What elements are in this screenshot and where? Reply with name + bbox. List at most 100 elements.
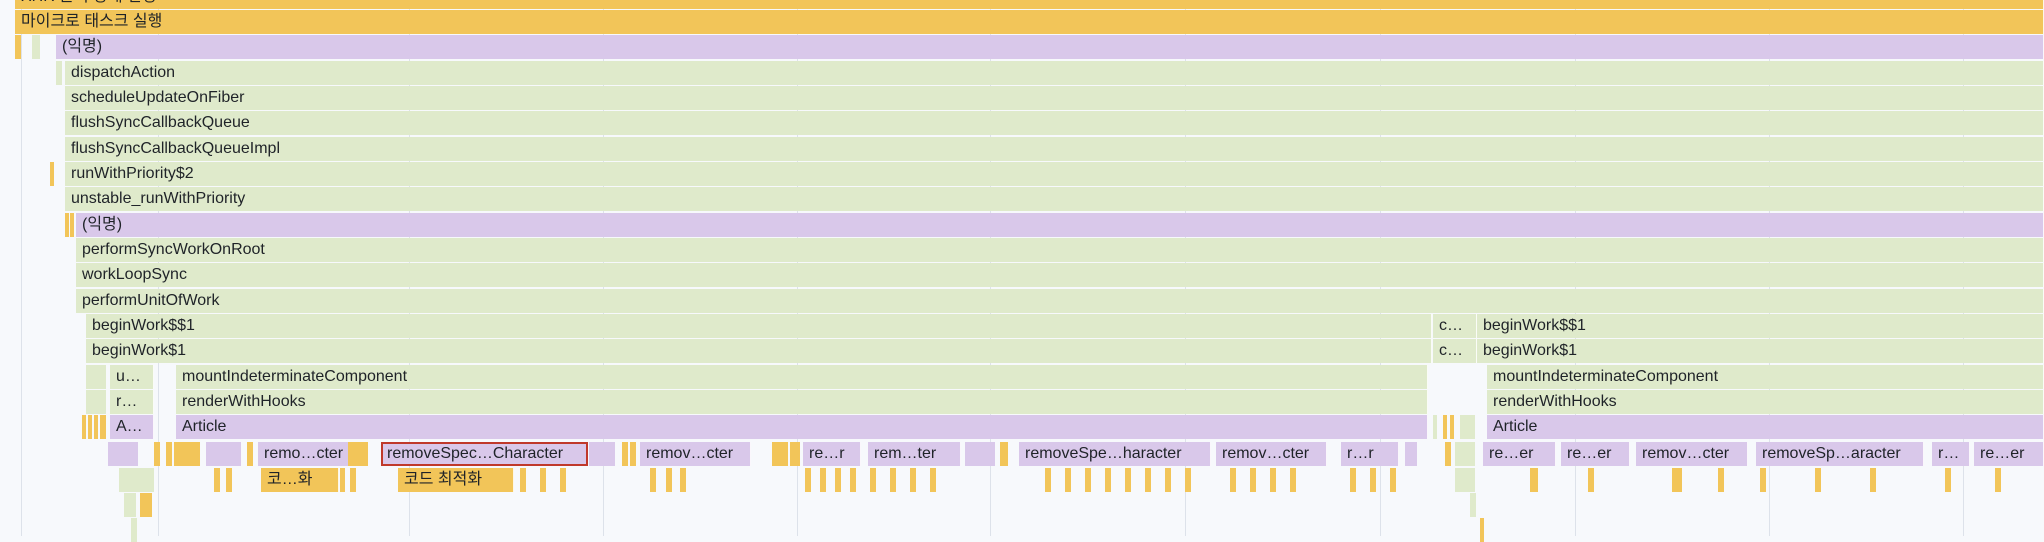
flame-sliver[interactable]	[70, 213, 74, 237]
flame-sliver[interactable]	[680, 468, 686, 492]
flame-sliver[interactable]	[930, 468, 936, 492]
frame-r-trunc[interactable]: r…	[110, 390, 154, 414]
frame-remove-spe-haracter[interactable]: removeSpe…haracter	[1019, 442, 1211, 466]
frame-render-with-hooks[interactable]: renderWithHooks	[176, 390, 1428, 414]
frame-render-with-hooks-2[interactable]: renderWithHooks	[1487, 390, 2044, 414]
flame-sliver[interactable]	[1470, 493, 1476, 517]
frame-begin-work-dd-2[interactable]: beginWork$$1	[1477, 314, 2044, 338]
flame-sliver[interactable]	[630, 442, 636, 466]
frame-microtask[interactable]: 마이크로 태스크 실행	[15, 10, 2044, 34]
flame-sliver[interactable]	[540, 468, 546, 492]
flame-sliver[interactable]	[1870, 468, 1876, 492]
frame-re-er[interactable]: re…er	[1483, 442, 1556, 466]
flame-sliver[interactable]	[910, 468, 916, 492]
flame-sliver[interactable]	[226, 468, 232, 492]
frame-begin-work-dd[interactable]: beginWork$$1	[86, 314, 1432, 338]
flame-sliver[interactable]	[790, 442, 800, 466]
flame-sliver[interactable]	[1945, 468, 1951, 492]
frame-article-2[interactable]: Article	[1487, 415, 2044, 439]
flame-sliver[interactable]	[88, 415, 92, 439]
flame-sliver[interactable]	[1390, 468, 1396, 492]
frame-flush-sync-queue[interactable]: flushSyncCallbackQueue	[65, 111, 2044, 135]
flame-sliver[interactable]	[1350, 468, 1356, 492]
flame-sliver[interactable]	[1105, 468, 1111, 492]
flame-sliver[interactable]	[820, 468, 826, 492]
flame-sliver[interactable]	[1445, 442, 1451, 466]
flame-sliver[interactable]	[119, 468, 154, 492]
flame-sliver[interactable]	[850, 468, 856, 492]
flame-sliver[interactable]	[1000, 442, 1008, 466]
flame-sliver[interactable]	[65, 213, 69, 237]
frame-begin-work-1-2[interactable]: beginWork$1	[1477, 339, 2044, 363]
frame-code-opt[interactable]: 코드 최적화	[398, 468, 514, 492]
flame-sliver[interactable]	[772, 442, 788, 466]
flame-sliver[interactable]	[206, 442, 241, 466]
frame-perform-sync-work[interactable]: performSyncWorkOnRoot	[76, 238, 2044, 262]
flame-sliver[interactable]	[870, 468, 876, 492]
frame-code-wha[interactable]: 코…화	[261, 468, 339, 492]
frame-re-er-3[interactable]: re…er	[1974, 442, 2044, 466]
flame-sliver[interactable]	[1672, 468, 1682, 492]
frame-mount-indeterminate[interactable]: mountIndeterminateComponent	[176, 365, 1428, 389]
flame-sliver[interactable]	[1125, 468, 1131, 492]
flame-sliver[interactable]	[50, 162, 54, 186]
flame-sliver[interactable]	[1455, 442, 1475, 466]
frame-re-r[interactable]: re…r	[803, 442, 861, 466]
flame-sliver[interactable]	[1433, 415, 1437, 439]
flame-sliver[interactable]	[94, 415, 98, 439]
frame-u-trunc[interactable]: u…	[110, 365, 154, 389]
flame-sliver[interactable]	[100, 415, 106, 439]
frame-anonymous[interactable]: (익명)	[56, 35, 2044, 59]
flame-sliver[interactable]	[520, 468, 526, 492]
flame-sliver[interactable]	[622, 442, 628, 466]
flame-sliver[interactable]	[1995, 468, 2001, 492]
frame-remov-cter-2[interactable]: remov…cter	[1216, 442, 1327, 466]
flame-sliver[interactable]	[1370, 468, 1376, 492]
flame-sliver[interactable]	[214, 468, 220, 492]
flame-sliver[interactable]	[86, 390, 106, 414]
frame-flush-sync-queue-impl[interactable]: flushSyncCallbackQueueImpl	[65, 137, 2044, 161]
flame-sliver[interactable]	[560, 468, 566, 492]
flame-sliver[interactable]	[56, 61, 62, 85]
frame-rem-ter[interactable]: rem…ter	[868, 442, 961, 466]
frame-a-trunc[interactable]: A…	[110, 415, 154, 439]
frame-r-dots[interactable]: r…	[1932, 442, 1970, 466]
flame-sliver[interactable]	[589, 442, 615, 466]
flame-sliver[interactable]	[86, 365, 106, 389]
frame-anonymous-2[interactable]: (익명)	[76, 213, 2044, 237]
flame-sliver[interactable]	[15, 35, 21, 59]
flame-sliver[interactable]	[1588, 468, 1594, 492]
flame-sliver[interactable]	[1460, 415, 1475, 439]
flame-sliver[interactable]	[1815, 468, 1821, 492]
flame-sliver[interactable]	[805, 468, 811, 492]
flame-sliver[interactable]	[340, 468, 345, 492]
flame-sliver[interactable]	[650, 468, 656, 492]
frame-dispatch-action[interactable]: dispatchAction	[65, 61, 2044, 85]
flame-sliver[interactable]	[82, 415, 86, 439]
frame-c-trunc-2[interactable]: c…	[1433, 339, 1477, 363]
flame-sliver[interactable]	[131, 518, 137, 542]
flame-sliver[interactable]	[965, 442, 995, 466]
flame-sliver[interactable]	[350, 468, 356, 492]
flame-sliver[interactable]	[1450, 415, 1454, 439]
flame-sliver[interactable]	[174, 442, 200, 466]
flame-sliver[interactable]	[666, 468, 672, 492]
flame-sliver[interactable]	[1065, 468, 1071, 492]
flame-sliver[interactable]	[1760, 468, 1766, 492]
flame-sliver[interactable]	[1290, 468, 1296, 492]
frame-begin-work-1[interactable]: beginWork$1	[86, 339, 1432, 363]
flame-sliver[interactable]	[154, 442, 160, 466]
flame-sliver[interactable]	[1530, 468, 1538, 492]
frame-run-with-priority[interactable]: runWithPriority$2	[65, 162, 2044, 186]
frame-re-er-2[interactable]: re…er	[1561, 442, 1630, 466]
flame-sliver[interactable]	[124, 493, 136, 517]
frame-unstable-run[interactable]: unstable_runWithPriority	[65, 187, 2044, 211]
frame-remov-cter-3[interactable]: remov…cter	[1636, 442, 1748, 466]
flame-sliver[interactable]	[1455, 468, 1475, 492]
frame-perform-unit[interactable]: performUnitOfWork	[76, 289, 2044, 313]
frame-work-loop-sync[interactable]: workLoopSync	[76, 263, 2044, 287]
flame-sliver[interactable]	[1230, 468, 1236, 492]
flame-sliver[interactable]	[1185, 468, 1191, 492]
flame-sliver[interactable]	[1165, 468, 1171, 492]
frame-remo-cter[interactable]: remo…cter	[258, 442, 358, 466]
